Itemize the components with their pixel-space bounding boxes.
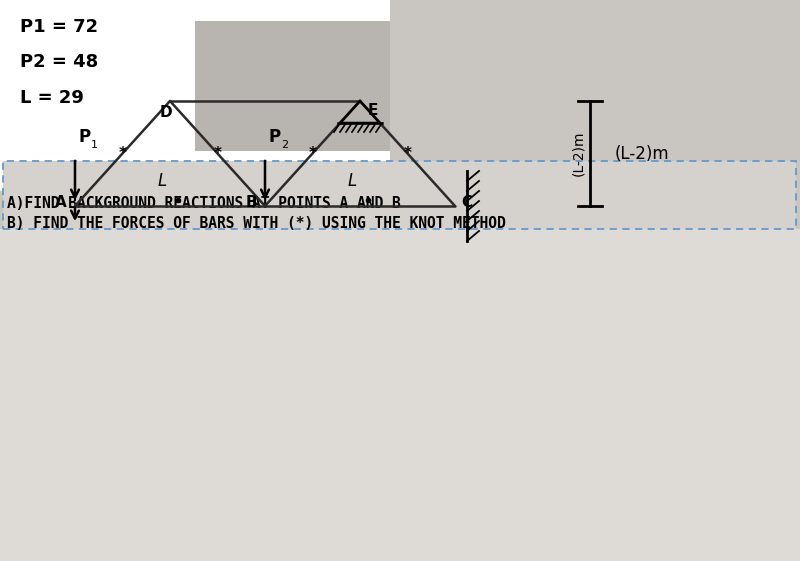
Text: L = 29: L = 29 xyxy=(20,89,84,107)
Text: B: B xyxy=(246,195,257,209)
Bar xyxy=(195,21,390,151)
Text: P1 = 72: P1 = 72 xyxy=(20,18,98,36)
Text: L: L xyxy=(347,172,357,190)
Text: B) FIND THE FORCES OF BARS WITH (*) USING THE KNOT METHOD: B) FIND THE FORCES OF BARS WITH (*) USIN… xyxy=(7,216,506,231)
Text: (L-2)m: (L-2)m xyxy=(615,145,670,163)
Text: C: C xyxy=(461,195,472,209)
Text: *: * xyxy=(214,146,222,161)
Bar xyxy=(0,229,800,561)
Text: *: * xyxy=(403,146,411,161)
Text: L: L xyxy=(158,172,166,190)
Text: 2: 2 xyxy=(281,140,288,150)
Text: A: A xyxy=(55,195,67,209)
Text: D: D xyxy=(160,105,172,120)
Text: *: * xyxy=(309,146,317,161)
Text: P2 = 48: P2 = 48 xyxy=(20,53,98,71)
Text: E: E xyxy=(368,103,378,118)
Text: 1: 1 xyxy=(91,140,98,150)
Bar xyxy=(0,0,390,191)
Text: (L-2)m: (L-2)m xyxy=(571,131,585,176)
Text: P: P xyxy=(79,128,91,146)
FancyBboxPatch shape xyxy=(3,161,796,229)
Text: P: P xyxy=(269,128,281,146)
Text: *: * xyxy=(118,146,126,161)
Text: A)FIND BACKGROUND REACTIONS AT POINTS A AND B: A)FIND BACKGROUND REACTIONS AT POINTS A … xyxy=(7,196,401,211)
